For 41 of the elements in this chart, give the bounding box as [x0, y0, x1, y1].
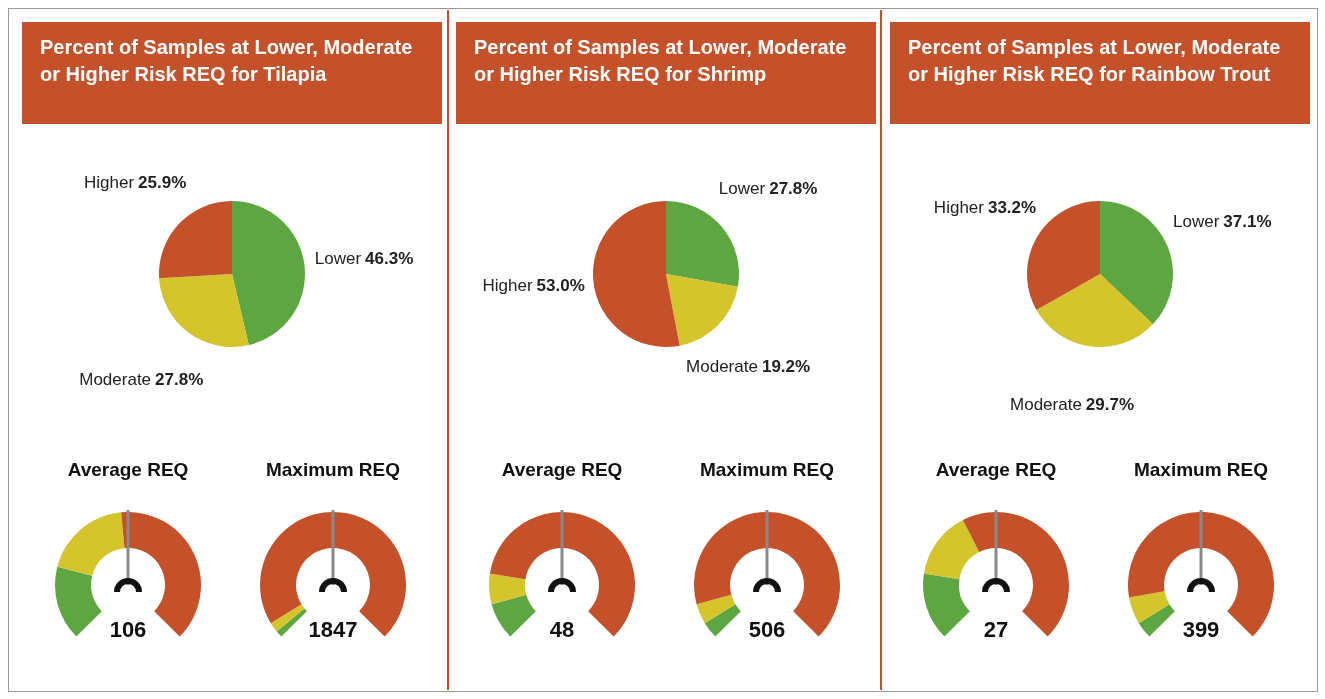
pie-slice [159, 274, 249, 347]
data-label: 53.0% [536, 276, 585, 296]
data-label: 25.9% [138, 173, 187, 193]
text: 506 [747, 617, 787, 643]
chart-title: Percent of Samples at Lower, Moderate or Higher Risk REQ for Shrimp [456, 22, 876, 130]
data-label: 46.3% [365, 248, 414, 268]
data-label: 19.2% [761, 356, 811, 376]
slice-label: Lower [314, 248, 362, 268]
slice-label: Higher [482, 276, 533, 296]
chart-title: Maximum REQ [1132, 458, 1270, 482]
chart-title: Percent of Samples at Lower, Moderate or Higher Risk REQ for Rainbow Trout [890, 22, 1310, 130]
chart-title: Percent of Samples at Lower, Moderate or Higher Risk REQ for Tilapia [22, 22, 442, 130]
data-label: 37.1% [1223, 211, 1272, 231]
text: 106 [108, 617, 148, 643]
slice-label: Moderate [1010, 395, 1082, 415]
chart-title: Average REQ [934, 458, 1058, 482]
text: 48 [548, 617, 576, 643]
chart-title: Maximum REQ [264, 458, 402, 482]
slice-label: Lower [718, 179, 766, 199]
chart-title: Average REQ [66, 458, 190, 482]
pie-slice [593, 201, 680, 347]
slice-label: Higher [933, 197, 985, 217]
data-label: 33.2% [987, 197, 1037, 217]
pie-slice [1100, 201, 1173, 325]
slice-label: Lower [1173, 211, 1220, 231]
pie-slice [159, 201, 232, 279]
data-label: 27.8% [769, 179, 818, 199]
pie-slice [666, 274, 738, 346]
text: 27 [982, 617, 1010, 643]
slice-label: Moderate [79, 369, 152, 389]
chart-title: Average REQ [500, 458, 624, 482]
chart-title: Maximum REQ [698, 458, 836, 482]
data-label: 27.8% [155, 369, 204, 389]
slice-label: Moderate [686, 356, 758, 376]
text: 1847 [307, 617, 359, 643]
data-label: 29.7% [1085, 395, 1135, 415]
slice-label: Higher [83, 173, 135, 193]
text: 399 [1181, 617, 1221, 643]
pie-slice [666, 201, 739, 287]
pie-slice [232, 201, 305, 346]
pie-slice [1036, 274, 1153, 347]
